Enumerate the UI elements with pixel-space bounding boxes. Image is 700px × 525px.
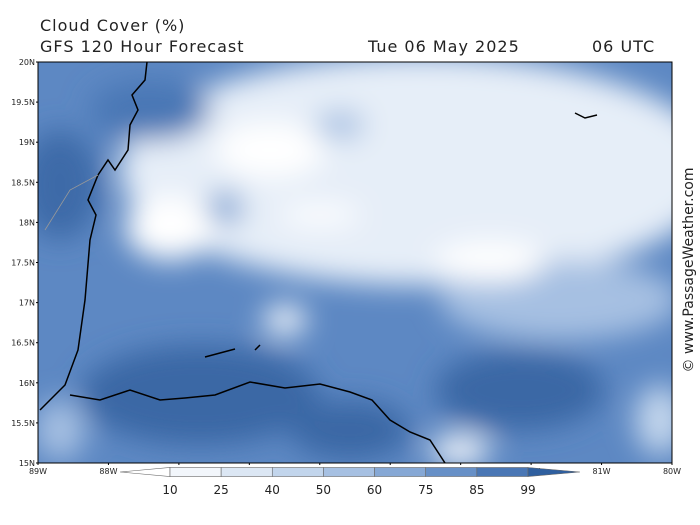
lat-label: 15N bbox=[19, 459, 35, 468]
lon-label: 88W bbox=[99, 467, 117, 476]
lat-label: 18.5N bbox=[11, 178, 35, 187]
lat-label: 20N bbox=[19, 58, 35, 67]
colorbar-segment bbox=[476, 467, 529, 477]
lat-label: 15.5N bbox=[11, 419, 35, 428]
lat-label: 17.5N bbox=[11, 259, 35, 268]
title: Cloud Cover (%) bbox=[40, 16, 185, 35]
lon-label: 89W bbox=[29, 467, 47, 476]
colorbar-segment bbox=[323, 467, 375, 477]
colorbar-segment bbox=[425, 467, 478, 477]
lat-label: 18N bbox=[19, 218, 35, 227]
colorbar-tick-label: 85 bbox=[469, 483, 484, 497]
lat-label: 17N bbox=[19, 299, 35, 308]
colorbar-tick-label: 50 bbox=[316, 483, 331, 497]
colorbar-end bbox=[527, 467, 581, 477]
colorbar-tick-label: 40 bbox=[265, 483, 280, 497]
watermark: © www.PassageWeather.com bbox=[681, 167, 697, 372]
lon-label: 80W bbox=[663, 467, 681, 476]
subtitle: GFS 120 Hour Forecast bbox=[40, 37, 245, 56]
colorbar-tick-label: 75 bbox=[418, 483, 433, 497]
colorbar-tick-label: 99 bbox=[520, 483, 535, 497]
date: Tue 06 May 2025 bbox=[367, 37, 520, 56]
lat-label: 19.5N bbox=[11, 98, 35, 107]
colorbar-segment bbox=[271, 467, 324, 477]
lat-label: 16.5N bbox=[11, 339, 35, 348]
colorbar-segment bbox=[374, 467, 427, 477]
time: 06 UTC bbox=[592, 37, 655, 56]
lat-label: 16N bbox=[19, 379, 35, 388]
cloud-field bbox=[38, 62, 672, 463]
colorbar-tick-label: 60 bbox=[367, 483, 382, 497]
colorbar-segment bbox=[169, 467, 222, 477]
colorbar-end bbox=[119, 467, 171, 477]
lat-label: 19N bbox=[19, 138, 35, 147]
colorbar-tick-label: 10 bbox=[162, 483, 177, 497]
lon-label: 81W bbox=[593, 467, 611, 476]
colorbar-tick-label: 25 bbox=[214, 483, 229, 497]
colorbar-segment bbox=[220, 467, 273, 477]
